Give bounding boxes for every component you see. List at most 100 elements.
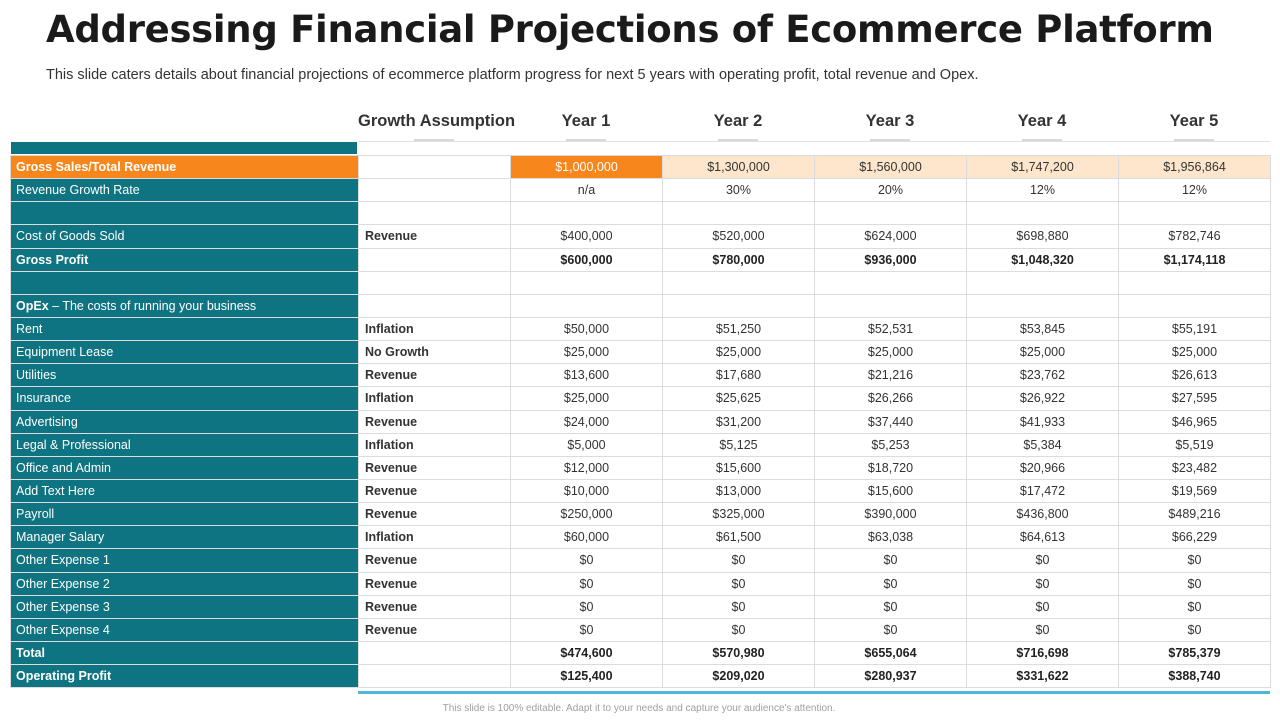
row-label: Cost of Goods Sold <box>10 224 359 249</box>
table-row: Gross Sales/Total Revenue $1,000,000 $1,30… <box>10 154 1271 180</box>
year-4-value: 12% <box>966 178 1119 203</box>
year-2-value: $0 <box>662 594 815 619</box>
year-3-value: $280,937 <box>814 664 967 689</box>
year-1-value: $60,000 <box>510 525 663 550</box>
year-4-value: $0 <box>966 548 1119 573</box>
year-2-value: $780,000 <box>662 247 815 272</box>
year-2-value: 30% <box>662 178 815 203</box>
year-3-value: $15,600 <box>814 478 967 504</box>
growth-assumption-cell: Revenue <box>358 594 511 619</box>
year-5-value: $1,956,864 <box>1118 154 1271 180</box>
year-4-value: $0 <box>966 571 1119 596</box>
year-5-value: $26,613 <box>1118 363 1271 388</box>
year-5-value: 12% <box>1118 178 1271 203</box>
growth-assumption-cell <box>358 293 511 318</box>
year-3-value: $37,440 <box>814 409 967 434</box>
year-2-value: $61,500 <box>662 525 815 550</box>
year-2-value: $0 <box>662 548 815 573</box>
year-2-value <box>662 201 815 226</box>
year-2-value: $13,000 <box>662 478 815 504</box>
year-5-value: $0 <box>1118 594 1271 619</box>
year-1-value: $0 <box>510 594 663 619</box>
row-label: OpEx – The costs of running your busines… <box>10 293 359 318</box>
financial-projection-table: Gross Sales/Total Revenue $1,000,000 $1,30… <box>10 154 1271 689</box>
header-underline <box>414 139 454 141</box>
year-2-value: $0 <box>662 617 815 642</box>
year-3-value: $25,000 <box>814 340 967 365</box>
year-1-value: $474,600 <box>510 640 663 666</box>
row-label: Rent <box>10 316 359 342</box>
year-3-value: $0 <box>814 548 967 573</box>
year-3-value: $5,253 <box>814 432 967 457</box>
year-4-value <box>966 201 1119 226</box>
year-3-value: $624,000 <box>814 224 967 249</box>
year-1-value: $24,000 <box>510 409 663 434</box>
year-1-value: $0 <box>510 617 663 642</box>
table-row: Total $474,600 $570,980 $655,064 $716,698 $78… <box>10 640 1271 666</box>
year-1-value: $1,000,000 <box>510 154 663 180</box>
header-underline <box>870 139 910 141</box>
year-4-value: $20,966 <box>966 455 1119 480</box>
row-label-bold: OpEx <box>16 298 49 313</box>
year-5-value: $19,569 <box>1118 478 1271 504</box>
header-growth-assumption: Growth Assumption <box>358 112 516 130</box>
year-4-value: $716,698 <box>966 640 1119 666</box>
row-label: Other Expense 1 <box>10 548 359 573</box>
header-year-3: Year 3 <box>865 112 915 130</box>
row-label: Gross Sales/Total Revenue <box>10 154 359 180</box>
year-2-value: $209,020 <box>662 664 815 689</box>
year-1-value: $25,000 <box>510 386 663 411</box>
table-row: Other Expense 2 Revenue $0 $0 $0 $0 $0 <box>10 571 1271 596</box>
year-3-value: $1,560,000 <box>814 154 967 180</box>
year-5-value: $785,379 <box>1118 640 1271 666</box>
year-1-value: $0 <box>510 548 663 573</box>
year-3-value: $18,720 <box>814 455 967 480</box>
year-3-value <box>814 270 967 295</box>
year-2-value: $17,680 <box>662 363 815 388</box>
year-2-value: $325,000 <box>662 502 815 527</box>
header-year-2: Year 2 <box>713 112 763 130</box>
year-4-value <box>966 270 1119 295</box>
growth-assumption-cell <box>358 201 511 226</box>
row-label: Other Expense 2 <box>10 571 359 596</box>
growth-assumption-cell <box>358 270 511 295</box>
year-5-value: $66,229 <box>1118 525 1271 550</box>
table-row: Equipment Lease No Growth $25,000 $25,000 $2… <box>10 340 1271 365</box>
year-4-value: $0 <box>966 617 1119 642</box>
year-2-value: $0 <box>662 571 815 596</box>
table-row: Rent Inflation $50,000 $51,250 $52,531 $53,84… <box>10 316 1271 342</box>
year-4-value: $26,922 <box>966 386 1119 411</box>
table-row: Revenue Growth Rate n/a 30% 20% 12% 12% <box>10 178 1271 203</box>
row-label: Legal & Professional <box>10 432 359 457</box>
year-5-value: $0 <box>1118 617 1271 642</box>
year-4-value: $53,845 <box>966 316 1119 342</box>
year-1-value <box>510 201 663 226</box>
year-1-value: $50,000 <box>510 316 663 342</box>
row-label: Advertising <box>10 409 359 434</box>
row-label: Total <box>10 640 359 666</box>
year-5-value: $489,216 <box>1118 502 1271 527</box>
growth-assumption-cell: Revenue <box>358 224 511 249</box>
growth-assumption-cell <box>358 178 511 203</box>
table-row: Manager Salary Inflation $60,000 $61,500 $63… <box>10 525 1271 550</box>
year-5-value: $27,595 <box>1118 386 1271 411</box>
year-4-value <box>966 293 1119 318</box>
year-1-value: $250,000 <box>510 502 663 527</box>
year-2-value: $570,980 <box>662 640 815 666</box>
row-label: Utilities <box>10 363 359 388</box>
year-4-value: $0 <box>966 594 1119 619</box>
row-label: Payroll <box>10 502 359 527</box>
year-1-value <box>510 270 663 295</box>
table-row: Other Expense 3 Revenue $0 $0 $0 $0 $0 <box>10 594 1271 619</box>
year-5-value: $0 <box>1118 571 1271 596</box>
row-label-text: – The costs of running your business <box>48 298 257 313</box>
table-row: Add Text Here Revenue $10,000 $13,000 $15,60… <box>10 478 1271 504</box>
year-1-value: $13,600 <box>510 363 663 388</box>
year-4-value: $25,000 <box>966 340 1119 365</box>
row-label: Other Expense 4 <box>10 617 359 642</box>
year-3-value: $655,064 <box>814 640 967 666</box>
year-1-value: $0 <box>510 571 663 596</box>
year-3-value <box>814 201 967 226</box>
header-underline <box>1022 139 1062 141</box>
year-3-value: $390,000 <box>814 502 967 527</box>
